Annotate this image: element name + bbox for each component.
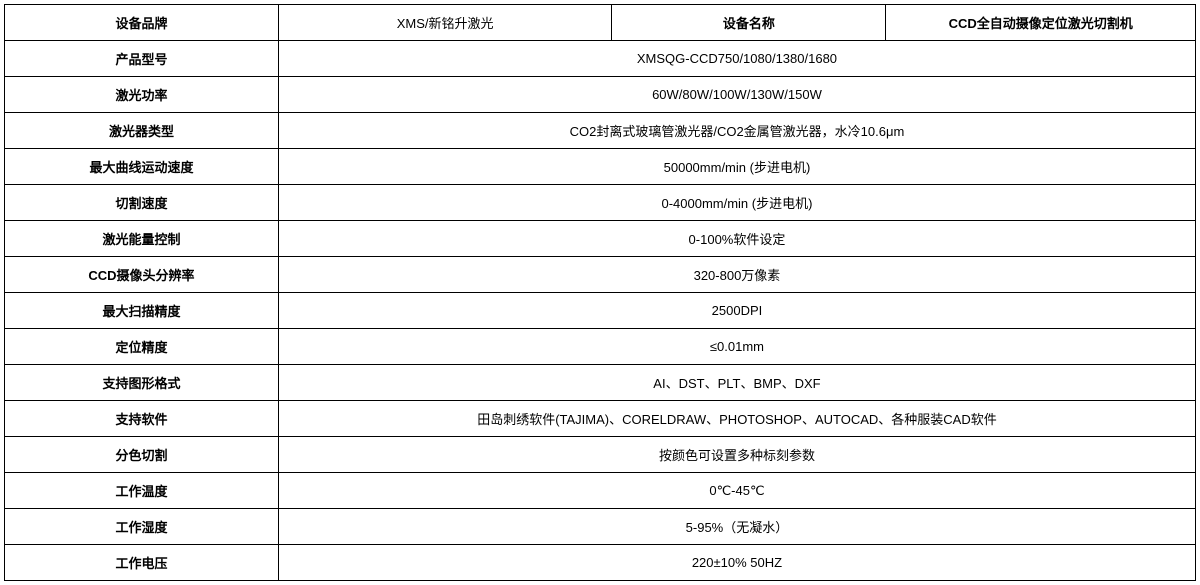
table-row: 支持图形格式 AI、DST、PLT、BMP、DXF	[5, 365, 1196, 401]
row-value: 320-800万像素	[278, 257, 1195, 293]
row-value: AI、DST、PLT、BMP、DXF	[278, 365, 1195, 401]
row-value: 按颜色可设置多种标刻参数	[278, 437, 1195, 473]
table-row: 工作电压 220±10% 50HZ	[5, 545, 1196, 581]
row-value: 60W/80W/100W/130W/150W	[278, 77, 1195, 113]
table-row: CCD摄像头分辨率 320-800万像素	[5, 257, 1196, 293]
name-label: 设备名称	[612, 5, 886, 41]
row-label: 激光器类型	[5, 113, 279, 149]
row-label: 工作湿度	[5, 509, 279, 545]
table-row: 激光能量控制 0-100%软件设定	[5, 221, 1196, 257]
row-label: 产品型号	[5, 41, 279, 77]
row-value: 220±10% 50HZ	[278, 545, 1195, 581]
row-value: 5-95%（无凝水）	[278, 509, 1195, 545]
row-label: CCD摄像头分辨率	[5, 257, 279, 293]
row-value: 2500DPI	[278, 293, 1195, 329]
row-label: 分色切割	[5, 437, 279, 473]
table-row: 最大扫描精度 2500DPI	[5, 293, 1196, 329]
row-label: 激光功率	[5, 77, 279, 113]
table-row: 支持软件 田岛刺绣软件(TAJIMA)、CORELDRAW、PHOTOSHOP、…	[5, 401, 1196, 437]
row-label: 最大曲线运动速度	[5, 149, 279, 185]
table-row: 工作温度 0℃-45℃	[5, 473, 1196, 509]
row-value: 50000mm/min (步进电机)	[278, 149, 1195, 185]
table-row: 产品型号 XMSQG-CCD750/1080/1380/1680	[5, 41, 1196, 77]
table-row: 分色切割 按颜色可设置多种标刻参数	[5, 437, 1196, 473]
row-value: 0℃-45℃	[278, 473, 1195, 509]
table-row: 激光器类型 CO2封离式玻璃管激光器/CO2金属管激光器，水冷10.6μm	[5, 113, 1196, 149]
brand-label: 设备品牌	[5, 5, 279, 41]
row-label: 激光能量控制	[5, 221, 279, 257]
spec-table-body: 设备品牌 XMS/新铭升激光 设备名称 CCD全自动摄像定位激光切割机 产品型号…	[5, 5, 1196, 581]
brand-value: XMS/新铭升激光	[278, 5, 611, 41]
row-label: 切割速度	[5, 185, 279, 221]
row-value: 0-100%软件设定	[278, 221, 1195, 257]
table-row: 切割速度 0-4000mm/min (步进电机)	[5, 185, 1196, 221]
row-label: 定位精度	[5, 329, 279, 365]
row-label: 工作温度	[5, 473, 279, 509]
table-row: 定位精度 ≤0.01mm	[5, 329, 1196, 365]
row-value: CO2封离式玻璃管激光器/CO2金属管激光器，水冷10.6μm	[278, 113, 1195, 149]
row-value: 田岛刺绣软件(TAJIMA)、CORELDRAW、PHOTOSHOP、AUTOC…	[278, 401, 1195, 437]
row-label: 支持软件	[5, 401, 279, 437]
spec-table: 设备品牌 XMS/新铭升激光 设备名称 CCD全自动摄像定位激光切割机 产品型号…	[4, 4, 1196, 581]
row-label: 支持图形格式	[5, 365, 279, 401]
name-value: CCD全自动摄像定位激光切割机	[886, 5, 1196, 41]
row-label: 最大扫描精度	[5, 293, 279, 329]
table-row: 激光功率 60W/80W/100W/130W/150W	[5, 77, 1196, 113]
row-value: XMSQG-CCD750/1080/1380/1680	[278, 41, 1195, 77]
table-row: 工作湿度 5-95%（无凝水）	[5, 509, 1196, 545]
table-row: 最大曲线运动速度 50000mm/min (步进电机)	[5, 149, 1196, 185]
row-value: 0-4000mm/min (步进电机)	[278, 185, 1195, 221]
header-row: 设备品牌 XMS/新铭升激光 设备名称 CCD全自动摄像定位激光切割机	[5, 5, 1196, 41]
row-value: ≤0.01mm	[278, 329, 1195, 365]
row-label: 工作电压	[5, 545, 279, 581]
